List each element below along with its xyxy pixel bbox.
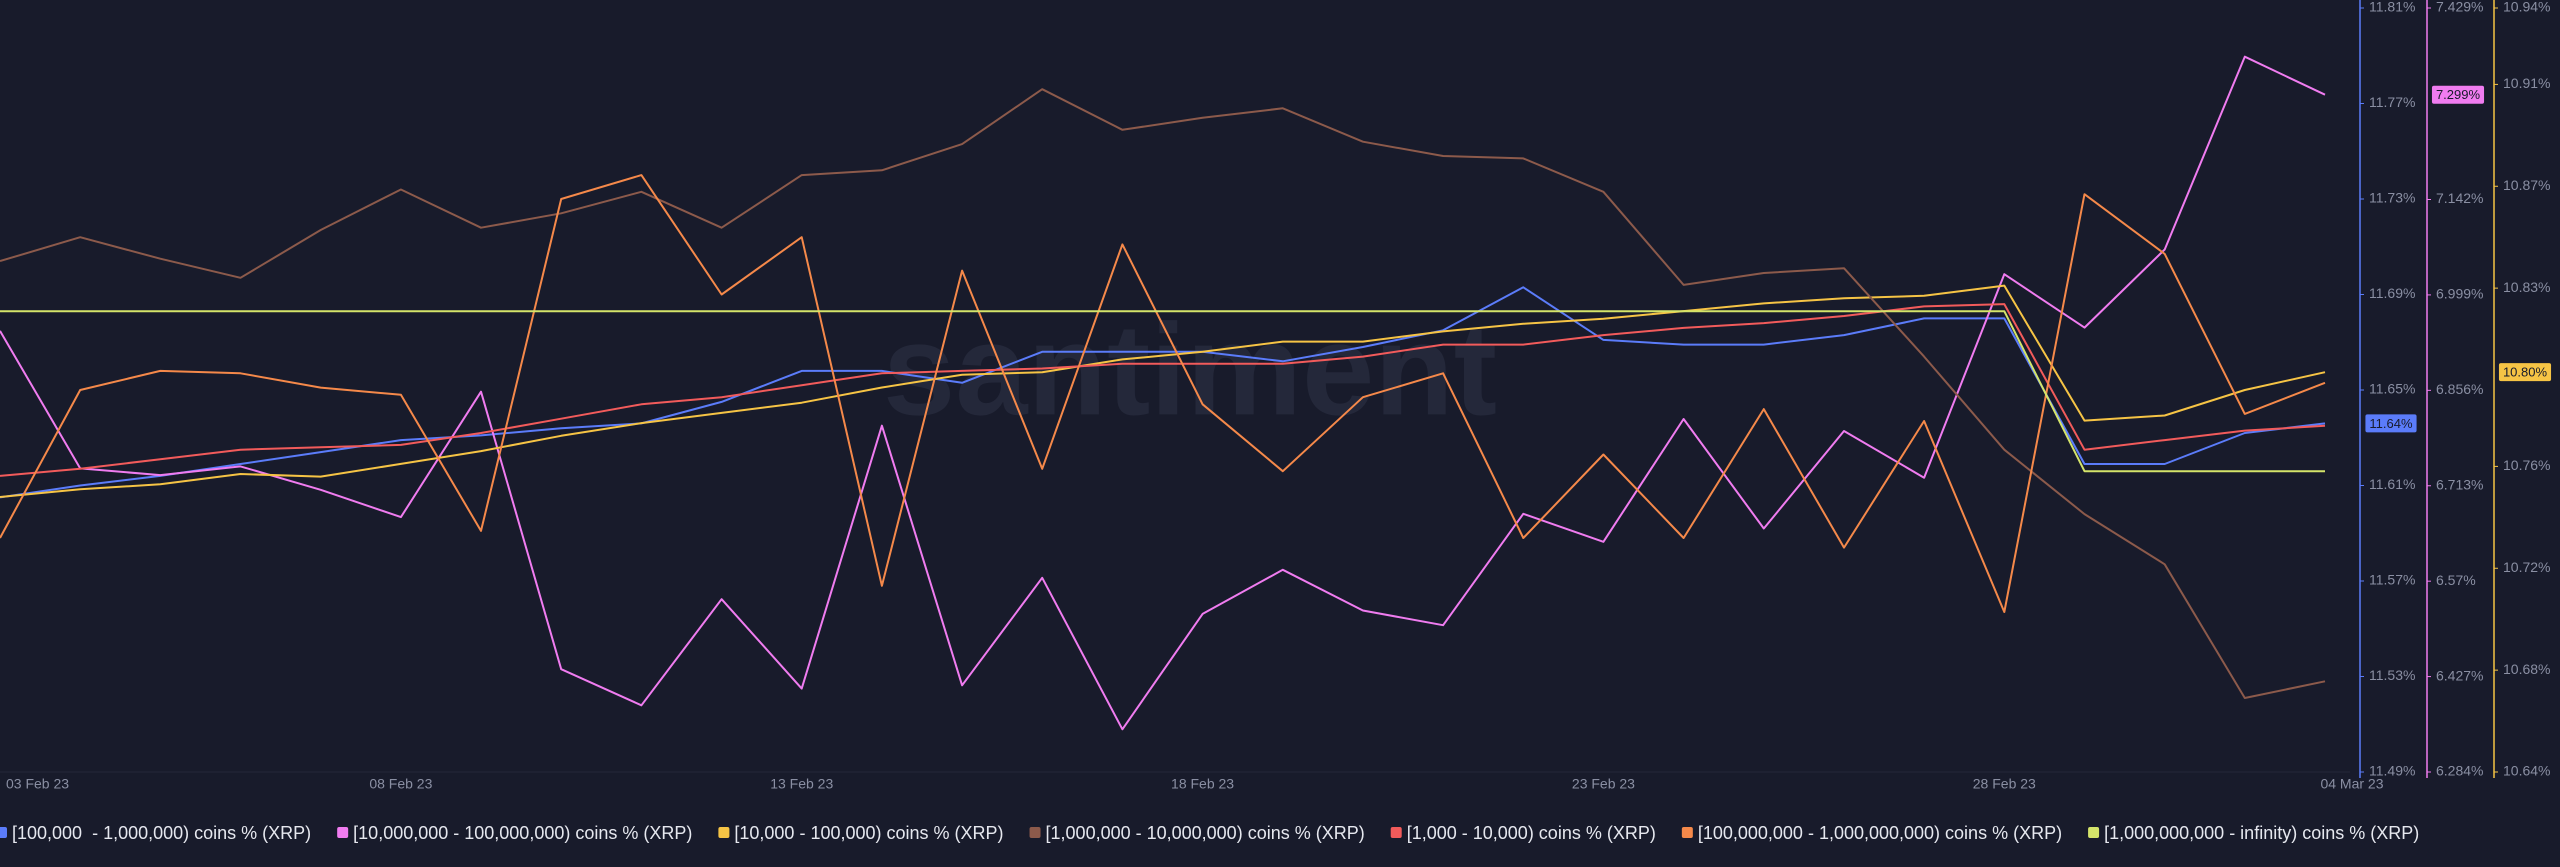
- legend-swatch: [2088, 827, 2100, 838]
- y-tick-label: 11.65%: [2369, 381, 2415, 397]
- series-line: [0, 303, 2326, 477]
- legend-label: [1,000 - 10,000) coins % (XRP): [1407, 823, 1656, 843]
- legend-label: [100,000,000 - 1,000,000,000) coins % (X…: [1698, 823, 2062, 843]
- y-tick-label: 11.57%: [2369, 572, 2415, 588]
- y-tick-label: 7.142%: [2436, 190, 2483, 206]
- y-tick-label: 6.856%: [2436, 381, 2483, 397]
- legend-label: [1,000,000 - 10,000,000) coins % (XRP): [1046, 823, 1365, 843]
- y-tick-label: 10.94%: [2503, 0, 2550, 15]
- y-tick-label: 10.72%: [2503, 559, 2550, 575]
- x-tick-label: 03 Feb 23: [6, 776, 69, 792]
- x-tick-label: 23 Feb 23: [1572, 776, 1635, 792]
- legend-swatch: [1390, 827, 1402, 838]
- last-value-badge: 7.299%: [2431, 85, 2485, 104]
- legend-label: [1,000,000,000 - infinity) coins % (XRP): [2104, 823, 2419, 843]
- y-tick-label: 11.73%: [2369, 190, 2415, 206]
- badge-label: 11.64%: [2369, 416, 2413, 431]
- series-line: [0, 55, 2326, 731]
- legend-swatch: [0, 827, 7, 838]
- series-line: [0, 286, 2326, 499]
- badge-box: [2365, 414, 2417, 433]
- series-line: [0, 310, 2325, 473]
- y-tick-label: 11.53%: [2369, 667, 2415, 683]
- y-tick-label: 11.77%: [2369, 94, 2415, 110]
- y-tick-label: 11.61%: [2369, 476, 2415, 492]
- y-tick-label: 10.83%: [2503, 279, 2550, 295]
- badge-box: [2431, 85, 2485, 104]
- y-tick-label: 6.427%: [2436, 667, 2483, 683]
- x-tick-label: 28 Feb 23: [1973, 776, 2036, 792]
- series-line: [0, 88, 2326, 699]
- x-tick-label: 08 Feb 23: [369, 776, 432, 792]
- x-tick-label: 04 Mar 23: [2320, 776, 2383, 792]
- legend-swatch: [718, 827, 730, 838]
- series-line: [0, 174, 2326, 613]
- x-tick-label: 18 Feb 23: [1171, 776, 1234, 792]
- x-tick-label: 13 Feb 23: [770, 776, 833, 792]
- legend-label: [10,000 - 100,000) coins % (XRP): [734, 823, 1003, 843]
- y-tick-label: 11.81%: [2369, 0, 2415, 15]
- y-tick-label: 10.91%: [2503, 75, 2550, 91]
- legend-label: [100,000 - 1,000,000) coins % (XRP): [12, 823, 311, 843]
- y-tick-label: 10.76%: [2503, 457, 2550, 473]
- y-tick-label: 6.284%: [2436, 763, 2483, 779]
- badge-label: 7.299%: [2436, 87, 2481, 102]
- legend-swatch: [1029, 827, 1041, 838]
- watermark: santiment: [883, 296, 1497, 442]
- y-tick-label: 6.999%: [2436, 286, 2483, 302]
- y-tick-label: 6.57%: [2436, 572, 2476, 588]
- y-tick-label: 10.68%: [2503, 661, 2550, 677]
- y-tick-label: 6.713%: [2436, 476, 2483, 492]
- y-tick-label: 7.429%: [2436, 0, 2483, 15]
- y-tick-label: 10.87%: [2503, 177, 2550, 193]
- last-value-badge: 10.80%: [2498, 363, 2552, 382]
- legend-swatch: [1681, 827, 1693, 838]
- y-tick-label: 10.64%: [2503, 763, 2550, 779]
- series-line: [0, 284, 2326, 498]
- y-tick-label: 11.69%: [2369, 285, 2415, 301]
- legend-swatch: [337, 827, 349, 838]
- badge-label: 10.80%: [2503, 365, 2548, 380]
- y-tick-label: 11.49%: [2369, 763, 2415, 779]
- last-value-badge: 11.64%: [2365, 414, 2417, 433]
- badge-box: [2498, 363, 2552, 382]
- legend-label: [10,000,000 - 100,000,000) coins % (XRP): [353, 823, 692, 843]
